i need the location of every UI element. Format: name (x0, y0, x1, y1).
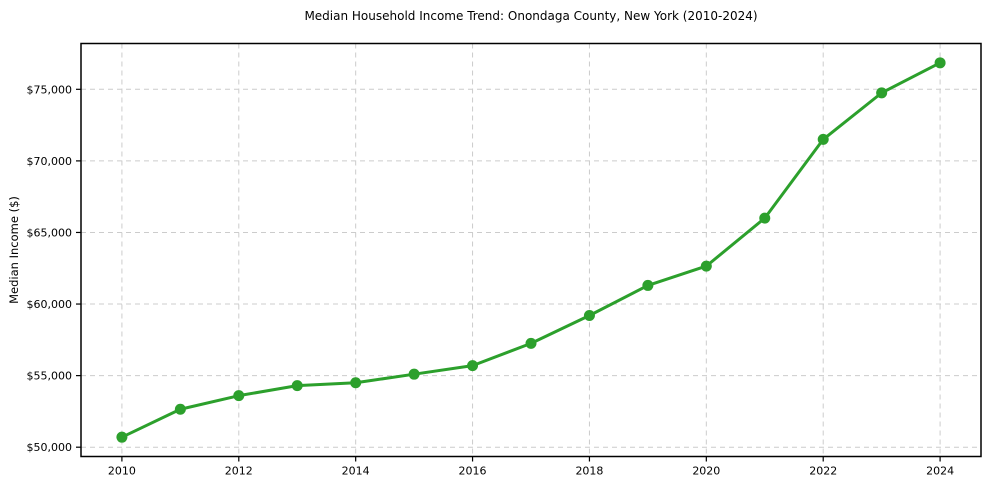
plot-border (80, 42, 982, 458)
data-point-marker (759, 212, 771, 224)
data-point-marker (174, 403, 186, 415)
x-tick-label: 2018 (575, 465, 603, 478)
data-point-marker (642, 279, 654, 291)
data-point-marker (583, 309, 595, 321)
y-tick-label: $60,000 (27, 298, 73, 311)
data-point-marker (233, 390, 245, 402)
x-tick-label: 2010 (108, 465, 136, 478)
y-tick-label: $70,000 (27, 155, 73, 168)
y-tick-label: $50,000 (27, 441, 73, 454)
x-tick-label: 2024 (926, 465, 954, 478)
data-point-marker (700, 260, 712, 272)
data-point-marker (525, 337, 537, 349)
data-line (120, 61, 942, 439)
data-point-marker (467, 360, 479, 372)
data-point-marker (350, 377, 362, 389)
y-tick-label: $55,000 (27, 370, 73, 383)
data-point-marker (817, 133, 829, 145)
x-tick-label: 2016 (459, 465, 487, 478)
y-tick-label: $65,000 (27, 226, 73, 239)
x-tick-label: 2014 (342, 465, 370, 478)
data-point-marker (408, 368, 420, 380)
data-point-marker (934, 57, 946, 69)
data-point-marker (116, 431, 128, 443)
x-tick-label: 2012 (225, 465, 253, 478)
data-point-marker (876, 87, 888, 99)
y-tick-label: $75,000 (27, 83, 73, 96)
chart-title: Median Household Income Trend: Onondaga … (304, 9, 758, 23)
x-tick-label: 2020 (692, 465, 720, 478)
data-point-marker (291, 380, 303, 392)
x-tick-label: 2022 (809, 465, 837, 478)
